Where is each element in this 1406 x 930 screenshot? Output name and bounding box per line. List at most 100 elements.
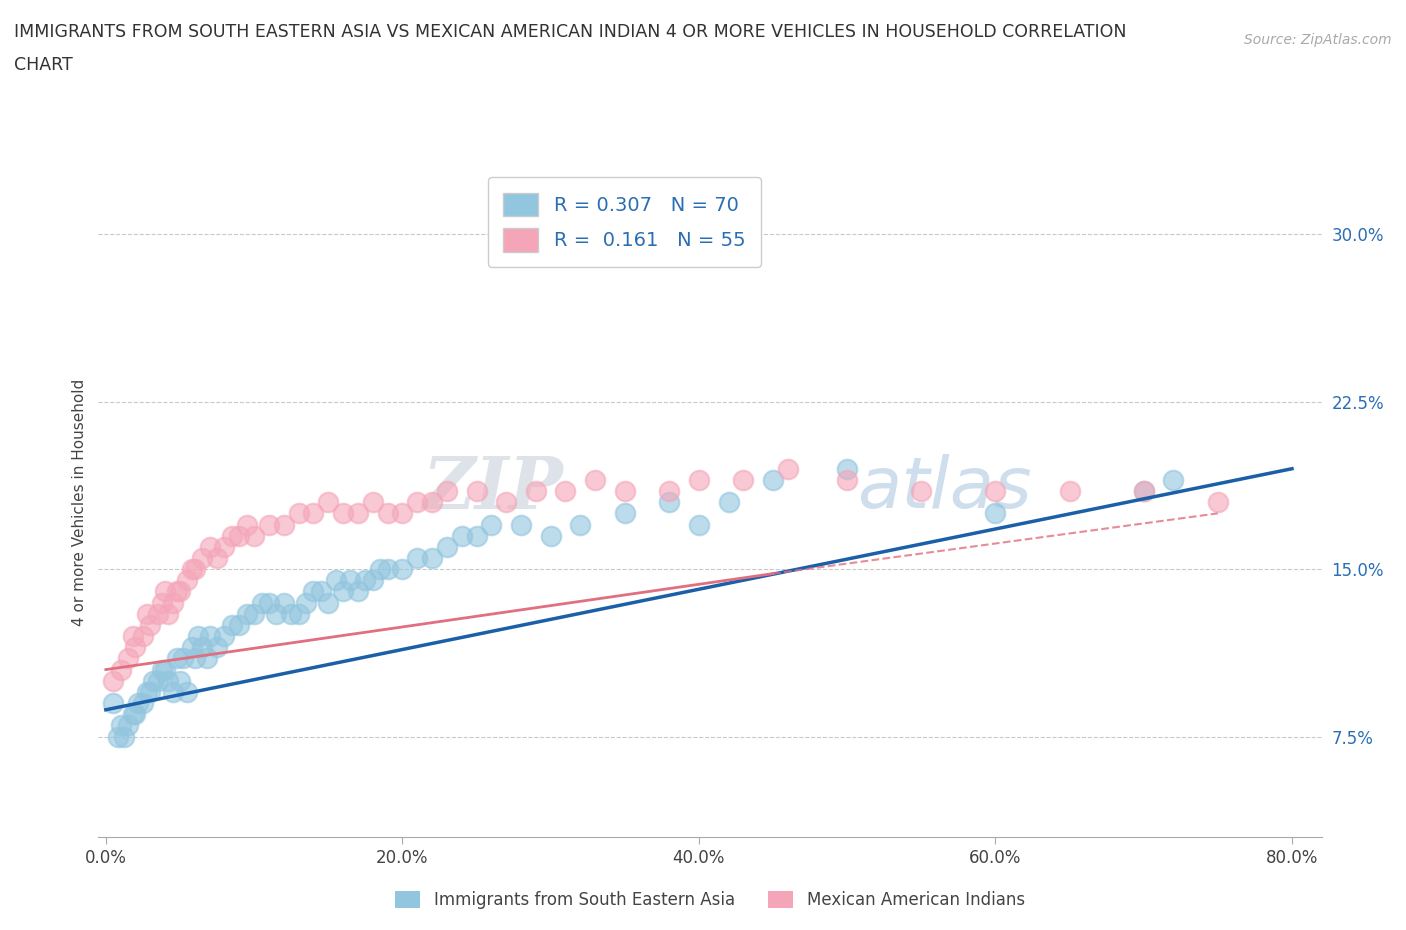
Point [110,718,132,733]
Point [195,651,218,666]
Point [302,506,325,521]
Point [339,573,361,588]
Point [984,484,1007,498]
Point [688,472,710,487]
Point [332,506,354,521]
Point [198,539,221,554]
Point [479,517,502,532]
Point [132,696,155,711]
Point [280,606,302,621]
Point [172,651,194,666]
Point [984,506,1007,521]
Y-axis label: 4 or more Vehicles in Household: 4 or more Vehicles in Household [72,379,87,626]
Point [465,528,488,543]
Point [205,551,228,565]
Point [762,472,785,487]
Point [554,484,576,498]
Point [420,551,443,565]
Point [221,618,243,632]
Point [295,595,318,610]
Legend: Immigrants from South Eastern Asia, Mexican American Indians: Immigrants from South Eastern Asia, Mexi… [388,884,1032,916]
Text: ZIP: ZIP [422,453,564,525]
Point [153,584,176,599]
Point [187,629,209,644]
Point [658,495,681,510]
Point [569,517,592,532]
Point [243,606,266,621]
Point [361,573,384,588]
Point [287,606,309,621]
Point [112,729,135,744]
Point [176,684,198,699]
Point [176,573,198,588]
Point [169,584,191,599]
Point [235,606,257,621]
Point [420,495,443,510]
Point [150,662,173,677]
Point [257,595,280,610]
Point [221,528,243,543]
Point [436,484,458,498]
Point [377,562,399,577]
Point [354,573,377,588]
Point [184,651,207,666]
Point [180,640,202,655]
Point [287,506,309,521]
Point [166,584,188,599]
Point [132,629,155,644]
Text: atlas: atlas [856,455,1032,524]
Point [228,528,250,543]
Point [162,595,184,610]
Point [524,484,547,498]
Point [325,573,347,588]
Point [837,472,859,487]
Point [658,484,681,498]
Point [191,551,214,565]
Point [1206,495,1229,510]
Point [391,506,413,521]
Point [717,495,740,510]
Point [169,673,191,688]
Point [316,595,339,610]
Point [302,584,325,599]
Point [157,606,180,621]
Point [103,673,125,688]
Point [257,517,280,532]
Point [214,629,236,644]
Point [910,484,932,498]
Point [117,651,139,666]
Point [153,662,176,677]
Point [124,707,146,722]
Point [273,595,295,610]
Point [124,640,146,655]
Point [139,684,162,699]
Point [316,495,339,510]
Point [243,528,266,543]
Point [136,684,159,699]
Point [1132,484,1154,498]
Point [450,528,472,543]
Point [228,618,250,632]
Point [309,584,332,599]
Point [235,517,257,532]
Point [198,629,221,644]
Point [250,595,273,610]
Text: IMMIGRANTS FROM SOUTH EASTERN ASIA VS MEXICAN AMERICAN INDIAN 4 OR MORE VEHICLES: IMMIGRANTS FROM SOUTH EASTERN ASIA VS ME… [14,23,1126,41]
Point [368,562,391,577]
Point [837,461,859,476]
Point [583,472,606,487]
Point [214,539,236,554]
Point [180,562,202,577]
Point [406,551,429,565]
Point [776,461,799,476]
Point [406,495,429,510]
Point [117,718,139,733]
Point [157,673,180,688]
Point [107,729,129,744]
Point [688,517,710,532]
Point [110,662,132,677]
Point [613,506,636,521]
Point [332,584,354,599]
Point [613,484,636,498]
Point [510,517,533,532]
